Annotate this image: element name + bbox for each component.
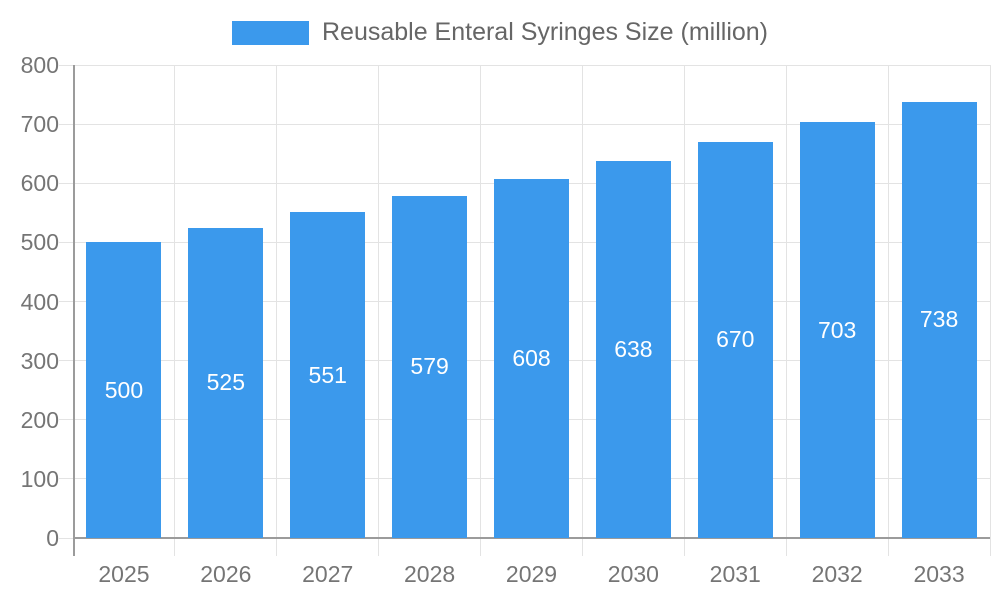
- y-axis-tick: [59, 241, 73, 243]
- x-axis-tick: [989, 538, 991, 556]
- y-tick-label: 200: [20, 406, 59, 433]
- x-grid-line: [887, 65, 889, 538]
- y-tick-label: 0: [46, 525, 59, 551]
- x-grid-line: [480, 65, 482, 538]
- x-grid-line: [683, 65, 685, 538]
- x-axis-tick: [276, 538, 278, 556]
- x-tick-label: 2031: [709, 561, 761, 587]
- x-axis-tick: [887, 538, 889, 556]
- y-axis-line: [73, 65, 75, 556]
- y-axis-tick: [59, 478, 73, 480]
- bar-2033: 738: [901, 101, 977, 538]
- x-axis-tick: [378, 538, 380, 556]
- bar-2026: 525: [188, 227, 264, 538]
- x-tick-label: 2026: [200, 561, 252, 587]
- y-tick-label: 800: [20, 52, 59, 78]
- y-tick-label: 700: [20, 111, 59, 138]
- legend-color-swatch: [231, 20, 309, 45]
- chart-legend[interactable]: Reusable Enteral Syringes Size (million): [0, 19, 1000, 46]
- bar-2025: 500: [86, 242, 162, 538]
- x-tick-label: 2030: [607, 561, 659, 587]
- bar-value-label: 638: [614, 335, 653, 362]
- bar-2031: 670: [697, 141, 773, 538]
- x-axis-tick: [581, 538, 583, 556]
- y-axis-tick: [59, 182, 73, 184]
- y-tick-label: 300: [20, 347, 59, 374]
- bar-value-label: 579: [410, 353, 449, 380]
- bar-value-label: 703: [817, 316, 857, 343]
- y-axis-tick: [59, 64, 73, 66]
- x-tick-label: 2033: [913, 561, 965, 587]
- y-axis-tick: [59, 360, 73, 362]
- x-axis-tick: [683, 538, 685, 556]
- x-grid-line: [581, 65, 583, 538]
- bar-value-label: 551: [308, 361, 347, 388]
- x-tick-label: 2029: [505, 561, 558, 587]
- y-axis-tick: [59, 123, 73, 125]
- bar-value-label: 670: [716, 326, 755, 353]
- y-tick-label: 600: [20, 170, 59, 197]
- x-tick-label: 2025: [98, 561, 150, 587]
- x-grid-line: [276, 65, 278, 538]
- y-grid-line: [73, 64, 990, 66]
- bar-value-label: 500: [104, 376, 144, 403]
- bar-value-label: 525: [206, 369, 246, 396]
- x-grid-line: [785, 65, 787, 538]
- bar-2028: 579: [392, 195, 468, 538]
- bar-2029: 608: [494, 178, 569, 538]
- y-axis-tick: [59, 301, 73, 302]
- y-tick-label: 100: [20, 465, 59, 492]
- y-tick-label: 400: [20, 288, 59, 315]
- bar-2030: 638: [595, 160, 671, 538]
- x-axis-tick: [480, 538, 482, 556]
- y-tick-label: 500: [20, 229, 59, 256]
- x-grid-line: [378, 65, 380, 538]
- x-tick-label: 2027: [302, 561, 354, 587]
- plot-area: 0 100 200 300 400 500 600 700 800 500 2025 525 2026 5…: [21, 52, 991, 587]
- y-axis-tick: [59, 537, 73, 539]
- bar-2027: 551: [290, 212, 366, 538]
- x-axis-line: [73, 537, 990, 539]
- bar-value-label: 608: [512, 344, 551, 371]
- bar-2032: 703: [799, 122, 875, 538]
- y-axis-tick: [59, 419, 73, 421]
- x-axis-tick: [174, 538, 176, 556]
- legend-series-label: Reusable Enteral Syringes Size (million): [321, 18, 769, 46]
- x-grid-line: [174, 65, 176, 538]
- x-grid-line: [989, 65, 991, 538]
- x-tick-label: 2028: [404, 561, 456, 587]
- bar-value-label: 738: [919, 306, 959, 333]
- y-grid-line: [73, 123, 990, 125]
- x-tick-label: 2032: [811, 561, 863, 587]
- x-axis-tick: [785, 538, 787, 556]
